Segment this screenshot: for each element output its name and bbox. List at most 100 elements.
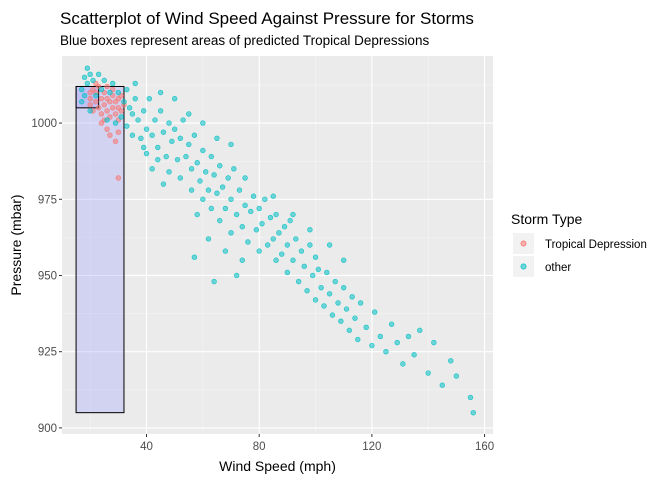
scatter-point [84, 80, 91, 87]
scatter-point [214, 135, 220, 142]
scatter-point [211, 278, 217, 285]
scatter-point [186, 141, 192, 148]
scatter-point [332, 278, 338, 285]
scatter-point [107, 89, 113, 96]
scatter-point [177, 135, 184, 142]
scatter-point [295, 278, 302, 285]
scatter-point [171, 95, 178, 102]
scatter-point [205, 187, 212, 193]
scatter-point [256, 248, 262, 254]
scatter-point [177, 175, 184, 181]
x-tick-label: 160 [475, 441, 494, 453]
scatter-point [352, 315, 358, 321]
scatter-point [217, 163, 223, 169]
scatter-point [400, 361, 406, 367]
scatter-point [228, 196, 234, 202]
scatter-point [146, 95, 153, 102]
scatter-point [155, 144, 161, 151]
scatter-point [188, 187, 195, 193]
scatter-point [349, 294, 355, 300]
scatter-point [388, 321, 395, 327]
scatter-point [307, 227, 313, 233]
scatter-point [107, 132, 113, 138]
scatter-point [228, 141, 234, 148]
scatter-point [163, 153, 169, 160]
scatter-point [183, 153, 189, 160]
legend-label: Tropical Depression [545, 239, 647, 251]
scatter-point [87, 102, 93, 108]
scatter-point [239, 257, 245, 263]
scatter-point [467, 394, 474, 401]
y-tick-label: 950 [38, 270, 57, 282]
prediction-box [75, 85, 125, 414]
scatter-point [279, 251, 285, 257]
scatter-point [186, 111, 192, 117]
scatter-point [222, 205, 229, 212]
y-tick-label: 900 [38, 423, 57, 435]
scatter-point [355, 336, 361, 343]
scatter-point [132, 95, 138, 102]
x-tick-label: 80 [253, 441, 266, 453]
scatter-point [98, 95, 105, 102]
y-axis-ticks: 900 925 950 975 1000 [31, 118, 62, 435]
scatter-point [214, 190, 220, 196]
legend: Storm Type Tropical Depression other [511, 211, 647, 277]
scatter-point [231, 166, 237, 172]
scatter-point [191, 254, 198, 260]
scatter-point [208, 153, 215, 160]
scatter-point [87, 71, 93, 77]
scatter-point [135, 117, 141, 123]
scatter-point [152, 117, 158, 123]
scatter-point [95, 71, 102, 77]
scatter-point [363, 324, 369, 331]
scatter-point [453, 373, 460, 379]
scatter-point [79, 86, 85, 93]
scatter-point [205, 236, 212, 242]
scatter-point [87, 95, 93, 102]
scatter-point [112, 120, 119, 126]
scatter-point [256, 205, 262, 212]
scatter-point [290, 257, 296, 263]
scatter-point [160, 129, 167, 135]
scatter-point [121, 99, 127, 105]
scatter-point [188, 166, 195, 172]
y-axis-title: Pressure (mbar) [8, 194, 24, 295]
scatter-point [236, 187, 243, 193]
scatter-point [284, 242, 291, 248]
scatter-point [90, 77, 96, 84]
legend-marker [520, 240, 527, 247]
scatter-point [107, 99, 113, 105]
scatter-point [340, 284, 347, 291]
scatter-point [95, 105, 102, 111]
major-gridlines [62, 56, 493, 434]
scatter-point [273, 257, 279, 263]
scatter-point [197, 178, 203, 184]
scatter-point [329, 312, 336, 318]
scatter-point [157, 108, 164, 114]
scatter-point [357, 300, 364, 306]
prediction-boxes [75, 85, 125, 414]
x-axis-title: Wind Speed (mph) [219, 458, 336, 474]
scatter-point [98, 120, 105, 126]
scatter-point [267, 214, 274, 221]
scatter-point [312, 297, 319, 303]
legend-entries: Tropical Depression other [513, 233, 647, 277]
scatter-point [383, 348, 389, 355]
scatter-point [439, 382, 445, 388]
scatter-point [143, 150, 150, 157]
legend-label: other [545, 262, 571, 274]
scatter-point [233, 272, 240, 279]
scatter-point [81, 92, 88, 99]
scatter-point [110, 80, 116, 87]
scatter-point [335, 300, 341, 306]
scatter-points [79, 65, 476, 416]
scatter-point [174, 156, 181, 163]
scatter-point [104, 117, 110, 123]
scatter-point [129, 111, 136, 117]
scatter-point [118, 108, 124, 114]
scatter-point [326, 242, 333, 248]
scatter-point [110, 105, 116, 111]
scatter-point [149, 132, 155, 138]
scatter-point [194, 211, 200, 218]
scatter-point [239, 224, 245, 230]
